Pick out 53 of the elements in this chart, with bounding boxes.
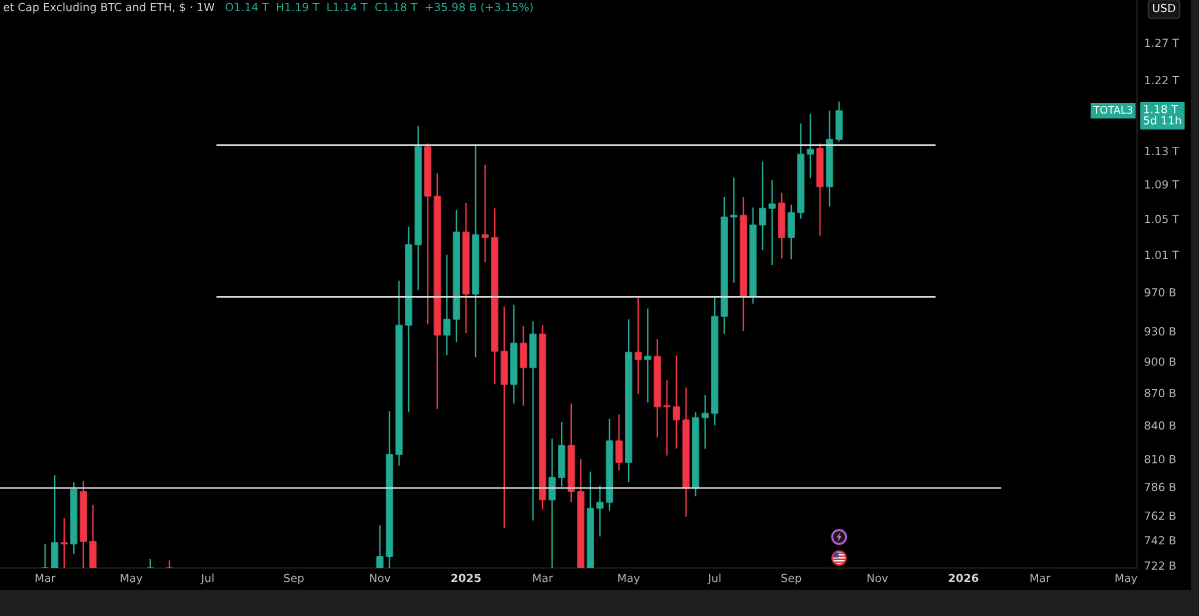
x-tick-label: Mar: [35, 573, 56, 583]
candlestick: [768, 179, 776, 266]
x-tick-label: May: [1115, 573, 1138, 585]
x-tick-label: Jul: [707, 573, 721, 585]
candlestick: [443, 254, 451, 357]
candlestick: [644, 307, 652, 404]
x-tick-label: 2025: [451, 573, 481, 583]
x-tick-label: 2026: [948, 573, 979, 583]
y-tick-label: 762 B: [1144, 511, 1176, 520]
candlestick: [615, 413, 623, 472]
candlestick: [672, 354, 681, 450]
candlestick: [730, 176, 738, 284]
x-tick-label: May: [618, 573, 640, 585]
annotation: TOTAL3: [1093, 105, 1133, 114]
candlestick: [806, 113, 814, 179]
chart-title: et Cap Excluding BTC and ETH, $ · 1W: [3, 2, 215, 14]
text: USD: [1153, 3, 1176, 13]
chart-subtitle: O1.14 T H1.19 T L1.14 T C1.18 T +35.98 B (+3.15%): [225, 2, 533, 13]
y-tick-label: 1.22 T: [1145, 75, 1180, 85]
y-tick-label: 900 B: [1144, 357, 1176, 366]
y-tick-label: 1.01 T: [1145, 250, 1180, 260]
x-tick-label: May: [120, 573, 143, 585]
candlestick: [60, 517, 68, 568]
text: 1.18 T: [1144, 104, 1179, 114]
y-tick-label: 722 B: [1144, 561, 1176, 570]
y-tick-label: 840 B: [1144, 421, 1176, 430]
x-tick-label: Nov: [370, 573, 391, 583]
x-tick-label: Jul: [200, 573, 214, 585]
candlestick: [376, 524, 384, 568]
x-tick-label: Mar: [1030, 573, 1051, 583]
candlestick: [701, 394, 709, 450]
candlestick: [596, 484, 604, 538]
x-tick-label: Sep: [284, 573, 304, 585]
candlestick: [663, 379, 671, 457]
y-tick-label: 1.13 T: [1145, 146, 1180, 156]
y-tick-label: 742 B: [1144, 536, 1176, 545]
y-tick-label: 970 B: [1144, 288, 1176, 297]
x-tick-label: Sep: [781, 573, 802, 585]
y-tick-label: 1.09 T: [1145, 180, 1180, 189]
y-tick-label: 1.27 T: [1145, 38, 1180, 47]
x-tick-label: Mar: [533, 573, 554, 583]
y-tick-label: 930 B: [1144, 327, 1176, 336]
candlestick: [41, 543, 49, 568]
y-tick-label: 1.05 T: [1145, 214, 1180, 224]
y-tick-label: 870 B: [1144, 388, 1176, 398]
y-tick-label: 786 B: [1144, 482, 1176, 492]
candlestick: [634, 297, 642, 395]
candlestick: [481, 164, 489, 263]
candlestick: [548, 437, 556, 568]
text: 5d 11h: [1143, 115, 1181, 125]
x-tick-label: Nov: [867, 573, 888, 583]
candlestick: [758, 160, 767, 251]
y-tick-label: 810 B: [1144, 454, 1176, 464]
